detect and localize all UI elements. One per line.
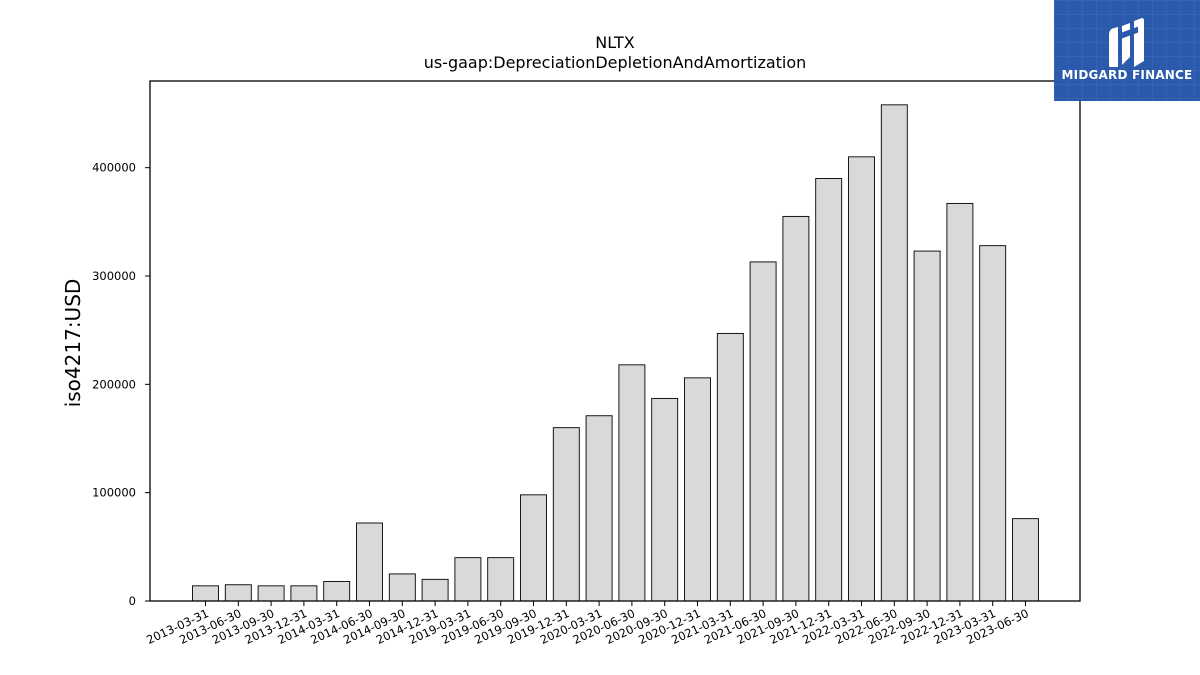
y-axis-ticks: 0 100000 200000 300000 400000 [92, 161, 150, 608]
bar-2014-12-31 [421, 578, 449, 602]
bar-2023-03-31 [979, 245, 1007, 602]
bar-2021-09-30 [782, 215, 810, 602]
y-axis-label: iso4217:USD [61, 279, 85, 408]
plot-frame [149, 80, 1081, 602]
midgard-finance-logo: MIDGARD FINANCE [1054, 0, 1200, 101]
bar-2019-09-30 [520, 494, 547, 602]
bar-2021-06-30 [749, 261, 777, 602]
bar-2019-12-31 [552, 427, 580, 602]
bar-2022-03-31 [848, 156, 875, 602]
bar-2014-06-30 [356, 522, 383, 602]
bar-2020-09-30 [651, 397, 679, 602]
bar-2013-03-31 [192, 585, 219, 602]
chart-subtitle: us-gaap:DepreciationDepletionAndAmortiza… [424, 53, 807, 72]
bar-2013-09-30 [257, 585, 285, 602]
bar-2019-03-31 [454, 557, 482, 602]
bar-2014-09-30 [388, 573, 416, 602]
logo-text: MIDGARD FINANCE [1061, 68, 1193, 82]
bar-2023-06-30 [1012, 518, 1039, 602]
y-tick-label: 0 [129, 594, 136, 608]
bars-group [192, 104, 1039, 602]
bar-2019-06-30 [487, 557, 515, 602]
y-tick-label: 200000 [92, 377, 136, 391]
logo-mark-icon [1109, 18, 1144, 67]
bar-2021-12-31 [815, 178, 843, 602]
bar-2020-06-30 [618, 364, 646, 602]
bar-2013-12-31 [290, 585, 318, 602]
bar-2014-03-31 [323, 581, 351, 602]
x-axis-ticks: 2013-03-312013-06-302013-09-302013-12-31… [144, 601, 1031, 647]
bar-2013-06-30 [224, 584, 252, 602]
bar-2022-12-31 [946, 202, 974, 602]
bar-2020-03-31 [585, 415, 613, 602]
chart-title: NLTX [595, 33, 634, 52]
y-tick-label: 300000 [92, 269, 136, 283]
y-tick-label: 100000 [92, 486, 136, 500]
y-tick-label: 400000 [92, 161, 136, 175]
bar-2022-06-30 [880, 104, 908, 602]
bar-2022-09-30 [913, 250, 941, 602]
bar-2021-03-31 [716, 332, 744, 602]
bar-2020-12-31 [684, 377, 711, 602]
